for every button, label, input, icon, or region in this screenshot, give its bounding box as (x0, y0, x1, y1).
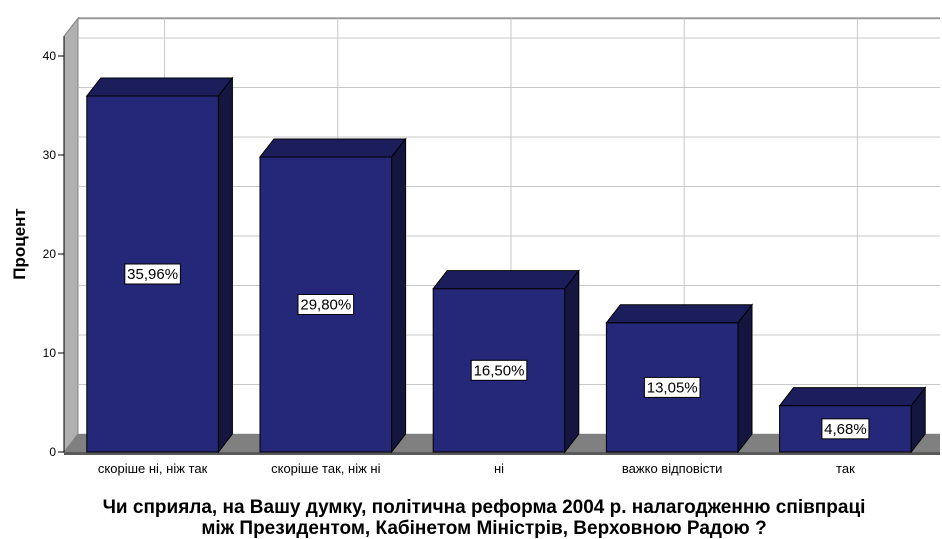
category-label: ні (494, 461, 504, 476)
bar-top (778, 387, 927, 407)
category-label: скоріше так, ніж ні (271, 461, 380, 476)
y-tick-label: 0 (49, 445, 56, 459)
bar-top (85, 77, 234, 97)
y-tick-label: 20 (43, 247, 57, 261)
x-axis-title-line-2: між Президентом, Кабінетом Міністрів, Ве… (201, 518, 766, 539)
x-axis-title-line-1: Чи сприяла, на Вашу думку, політична реф… (103, 497, 866, 518)
data-label: 35,96% (127, 266, 178, 283)
bar-top (258, 138, 407, 158)
bar-side (737, 303, 753, 454)
x-axis-categories: скоріше ні, ніж так скоріше так, ніж ні ні… (98, 461, 855, 476)
data-label-box (470, 359, 528, 381)
data-label: 29,80% (300, 296, 351, 313)
bar-top (432, 270, 580, 290)
y-tick-label: 10 (43, 346, 57, 360)
data-label: 13,05% (647, 379, 698, 396)
bar-side (564, 269, 580, 454)
category-label: так (836, 461, 855, 476)
category-label: важко відповісти (622, 461, 723, 476)
y-tick-label: 40 (43, 49, 57, 63)
y-axis-label: Процент (10, 208, 29, 280)
floor-front-edge (64, 452, 940, 455)
bar-side (217, 76, 233, 454)
data-label-box (124, 263, 181, 285)
data-label-box (643, 376, 701, 398)
category-label: скоріше ні, ніж так (98, 461, 208, 476)
bar-side (910, 386, 926, 454)
y-tick-label: 30 (43, 148, 57, 162)
y-axis: 0 10 20 30 40 (43, 36, 65, 459)
data-labels: 35,96% 29,80% 16,50% 13,05% 4,68% (124, 263, 870, 440)
data-label: 16,50% (474, 362, 525, 379)
data-label: 4,68% (824, 421, 867, 438)
left-wall (63, 16, 79, 454)
bar-side (391, 137, 407, 454)
bar-top (605, 304, 754, 324)
data-label-box (297, 293, 355, 315)
data-label-box (821, 418, 870, 440)
